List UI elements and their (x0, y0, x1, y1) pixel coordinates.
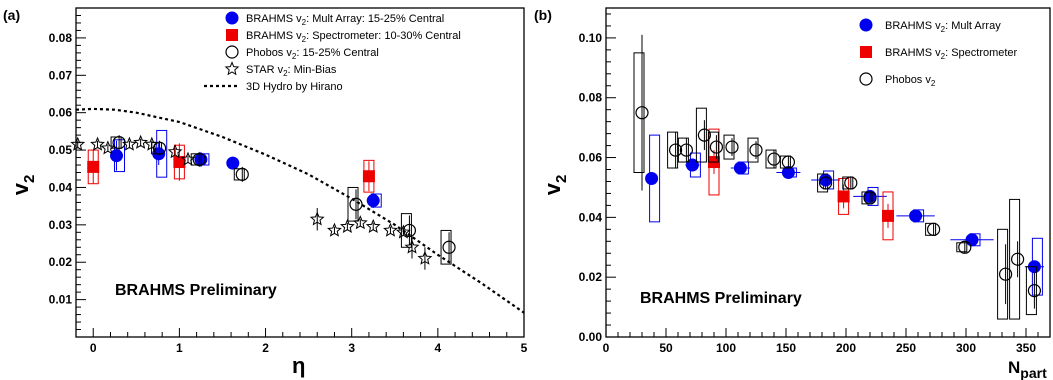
panel-label: (a) (3, 7, 20, 23)
annotation-preliminary: BRAHMS Preliminary (640, 290, 802, 307)
x-tick-label: 250 (896, 341, 916, 355)
annotation-preliminary: BRAHMS Preliminary (115, 282, 277, 299)
legend-label: BRAHMS v2: Mult Array (885, 20, 1001, 34)
x-tick-label: 350 (1016, 341, 1036, 355)
panel-label: (b) (534, 7, 552, 23)
legend-label: BRAHMS v2: Mult Array: 15-25% Central (246, 13, 444, 27)
legend-swatch-phobos (226, 46, 238, 58)
data-point-mult (910, 210, 922, 222)
legend: BRAHMS v2: Mult Array: 15-25% Central BRA… (204, 12, 461, 93)
x-tick-label: 200 (836, 341, 856, 355)
legend-label-rest: : Min-Bias (288, 64, 337, 76)
y-tick-label: 0.10 (579, 31, 603, 45)
y-tick-label: 0.08 (579, 91, 603, 105)
y-axis-title-sub: 2 (553, 175, 570, 183)
y-axis-title: v2 (540, 175, 570, 196)
data-point-mult (966, 234, 978, 246)
y-tick-label: 0.08 (49, 31, 73, 45)
chart-panel-a: 0 1 2 3 4 5 0.01 0.02 0.03 0.04 0.05 0.06 0.07 0.08 v2… (3, 7, 528, 378)
y-tick-label: 0.01 (49, 293, 73, 307)
legend-swatch-spec (860, 46, 872, 58)
x-tick-label: 5 (521, 341, 528, 355)
legend: BRAHMS v2: Mult Array BRAHMS v2: Spectrom… (860, 19, 1018, 88)
legend-label-rest: : Spectrometer: 10-30% Central (306, 30, 461, 42)
x-tick-label: 150 (776, 341, 796, 355)
legend-label: Phobos v2: 15-25% Central (246, 47, 379, 61)
y-tick-label: 0.05 (49, 143, 73, 157)
legend-label-rest: : Spectrometer (945, 47, 1017, 59)
chart-panel-b: 0 50 100 150 200 250 300 350 0.00 0.02 0.04 0.06 0.0… (534, 7, 1050, 380)
x-tick-label: 0 (90, 341, 97, 355)
data-point-spec (882, 210, 894, 222)
data-point-mult (367, 195, 379, 207)
legend-label-rest: : Mult Array (945, 20, 1001, 32)
y-tick-label: 0.03 (49, 218, 73, 232)
x-tick-label: 1 (176, 341, 183, 355)
legend-swatch-phobos (860, 73, 872, 85)
y-tick-label: 0.07 (49, 68, 73, 82)
y-tick-label: 0.04 (579, 210, 603, 224)
data-point-spec (87, 161, 99, 173)
data-point-spec (838, 190, 850, 202)
data-point-mult (734, 162, 746, 174)
legend-label-rest: : 15-25% Central (296, 47, 379, 59)
y-tick-label: 0.06 (579, 151, 603, 165)
x-axis-title: Npart (1008, 358, 1047, 380)
data-point-mult (227, 157, 239, 169)
legend-swatch-star (226, 63, 238, 75)
y-tick-label: 0.00 (579, 330, 603, 344)
x-tick-label: 0 (603, 341, 610, 355)
data-point-mult (646, 172, 658, 184)
legend-swatch-mult (226, 12, 238, 24)
legend-label-sub: 2 (931, 79, 936, 88)
x-tick-label: 100 (716, 341, 736, 355)
legend-swatch-mult (860, 19, 872, 31)
x-axis-title: η (292, 353, 305, 378)
y-tick-label: 0.02 (49, 255, 73, 269)
data-point-mult (110, 150, 122, 162)
y-tick-label: 0.02 (579, 270, 603, 284)
x-tick-label: 3 (348, 341, 355, 355)
series-mult (646, 135, 1044, 295)
x-tick-label: 4 (435, 341, 442, 355)
x-axis-title-sub: part (1020, 365, 1047, 380)
y-tick-label: 0.06 (49, 106, 73, 120)
legend-swatch-spec (226, 29, 238, 41)
y-axis-title-sub: 2 (21, 175, 38, 183)
legend-label-rest: : Mult Array: 15-25% Central (306, 13, 444, 25)
legend-label: Phobos v2 (885, 74, 936, 88)
x-tick-label: 300 (956, 341, 976, 355)
y-tick-label: 0.04 (49, 180, 73, 194)
legend-label: STAR v2: Min-Bias (246, 64, 337, 78)
x-tick-label: 50 (659, 341, 673, 355)
y-axis-title: v2 (8, 175, 38, 196)
data-point-spec (363, 170, 375, 182)
x-tick-label: 2 (262, 341, 269, 355)
legend-label: BRAHMS v2: Spectrometer: 10-30% Central (246, 30, 461, 44)
legend-label: 3D Hydro by Hirano (246, 81, 343, 93)
legend-label: BRAHMS v2: Spectrometer (885, 47, 1018, 61)
series-spec (708, 129, 894, 240)
